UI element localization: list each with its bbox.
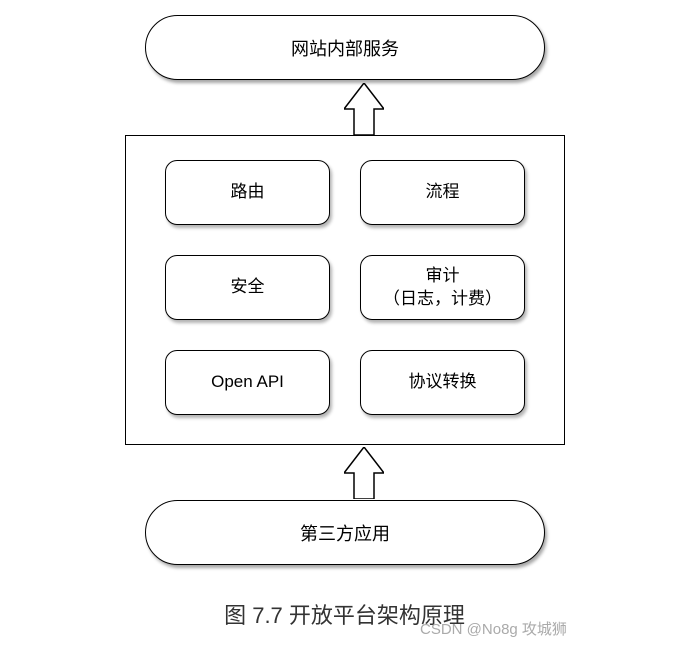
watermark: CSDN @No8g 攻城狮 [420, 618, 567, 639]
node-internal-services: 网站内部服务 [145, 15, 545, 80]
module-routing: 路由 [165, 160, 330, 225]
node-third-party: 第三方应用 [145, 500, 545, 565]
watermark-text: CSDN @No8g 攻城狮 [420, 621, 567, 638]
module-openapi: Open API [165, 350, 330, 415]
module-flow: 流程 [360, 160, 525, 225]
node-label: 第三方应用 [300, 520, 390, 546]
module-label: 审计 （日志，计费） [383, 265, 502, 309]
node-label: 网站内部服务 [291, 35, 399, 61]
module-label: 流程 [426, 181, 460, 203]
module-protocol: 协议转换 [360, 350, 525, 415]
arrow-up-bottom [344, 447, 384, 499]
module-label: 路由 [231, 181, 265, 203]
module-label: 协议转换 [409, 371, 477, 393]
module-audit: 审计 （日志，计费） [360, 255, 525, 320]
architecture-diagram: 网站内部服务 路由 流程 安全 审计 （日志，计费） Open API 协议转换… [0, 0, 689, 650]
module-security: 安全 [165, 255, 330, 320]
figure-caption: 图 7.7 开放平台架构原理 [0, 598, 689, 630]
arrow-up-top [344, 83, 384, 135]
module-label: Open API [211, 371, 284, 393]
module-label: 安全 [231, 276, 265, 298]
